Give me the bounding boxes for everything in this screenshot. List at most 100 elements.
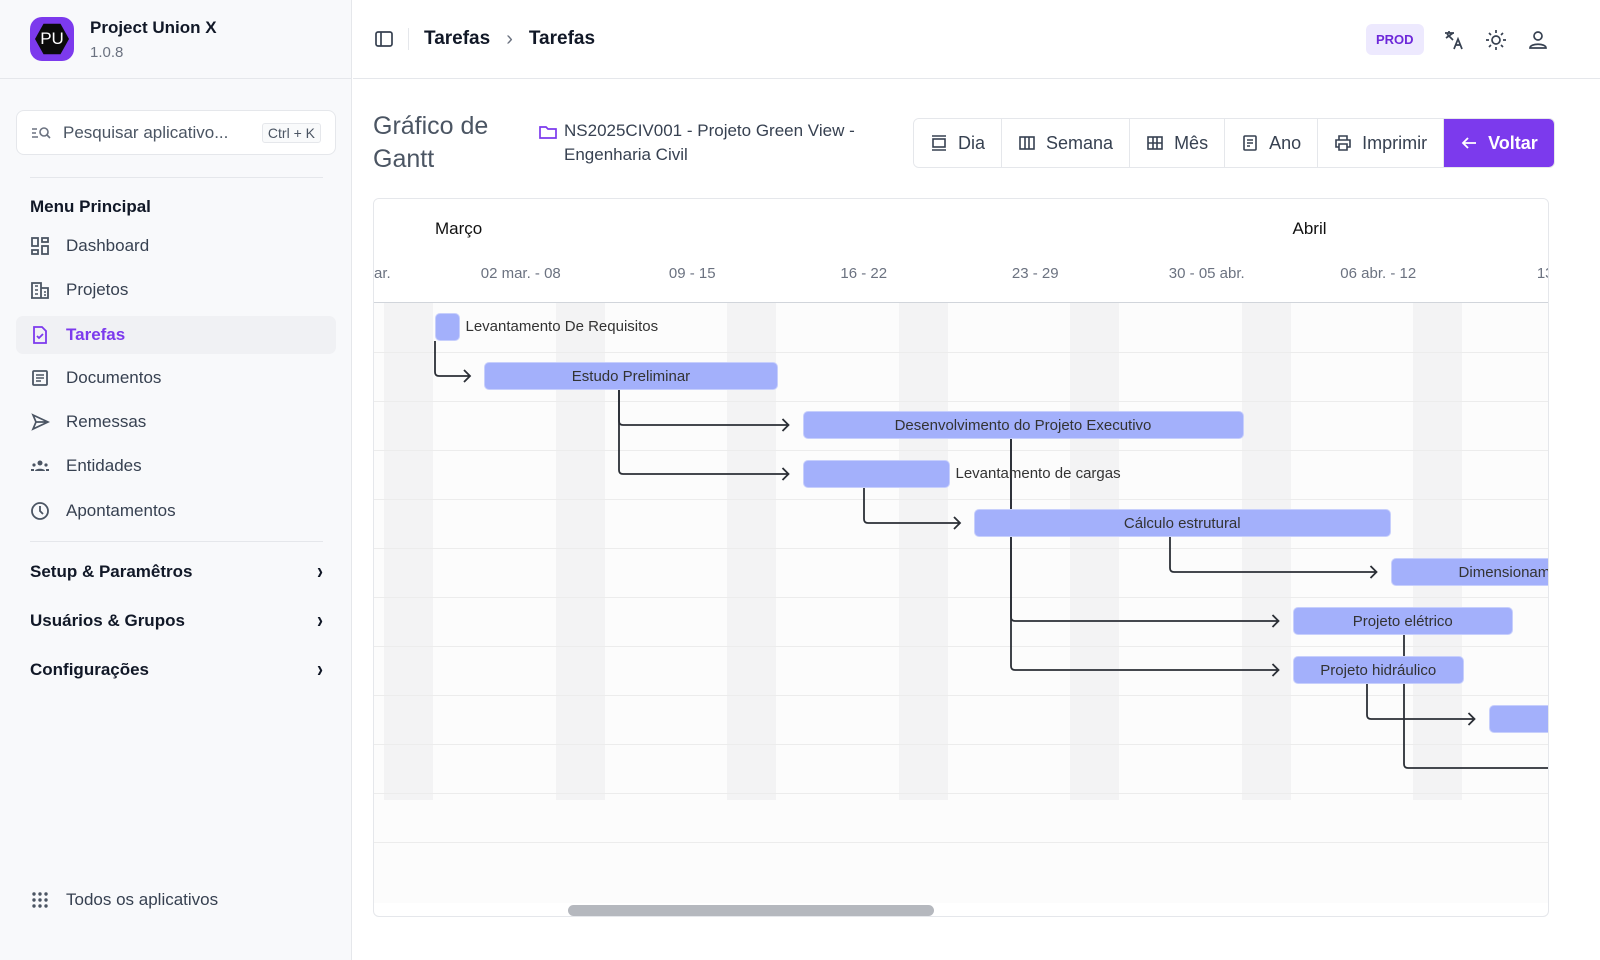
task-bar[interactable] [435,313,460,341]
sidebar-item-dashboard[interactable]: Dashboard [16,227,336,265]
month-label: Março [435,219,483,238]
all-apps-link[interactable]: Todos os aplicativos [30,890,218,910]
app-name: Project Union X [90,17,217,37]
project-name: NS2025CIV001 - Projeto Green View - Enge… [538,119,884,167]
search-shortcut: Ctrl + K [261,122,321,143]
group-setup[interactable]: Setup & Paramêtros › [30,557,323,584]
task-bar[interactable]: Desenvolvimento do Projeto Executivo [802,411,1244,439]
view-week-button[interactable]: Semana [1002,119,1131,167]
translate-icon[interactable] [1442,28,1466,52]
chevron-right-icon: › [317,655,323,682]
chevron-right-icon: › [317,606,323,633]
weekend-column [898,303,948,800]
dependency-arrow [1010,439,1280,677]
search-placeholder: Pesquisar aplicativo... [63,122,229,142]
brand: PU Project Union X 1.0.8 [0,0,351,79]
sidebar-item-remessas[interactable]: Remessas [16,403,336,441]
week-label: 23 - 29 [1011,265,1059,282]
row-divider [374,548,1548,549]
task-bar[interactable]: Cálculo estrutural [974,509,1391,537]
task-bar[interactable]: Dimensionamento d [1390,558,1548,586]
row-divider [374,597,1548,598]
dependency-arrow [434,341,472,383]
row-divider [374,352,1548,353]
arrow-left-icon [1461,137,1477,149]
gantt-chart: Março Abril ar. 02 mar. - 08 09 - 15 16 - 22 2… [373,198,1549,917]
weekend-column [384,303,433,800]
building-icon [31,282,49,299]
folder-icon [539,126,557,139]
gantt-body: Levantamento De Requisitos Estudo Prelimi… [374,303,1548,903]
task-bar[interactable]: Estudo Preliminar [484,362,778,390]
app-version: 1.0.8 [90,43,124,61]
dependency-links [434,341,1548,769]
menu-title: Menu Principal [30,197,151,216]
task-bar[interactable]: Projeto hidráulico [1292,656,1464,684]
sidebar: PU Project Union X 1.0.8 Pesquisar aplic… [0,0,352,960]
view-month-button[interactable]: Mês [1130,119,1226,167]
week-label: 13 - [1536,265,1548,282]
page-title: Gráfico de Gantt [373,112,489,173]
dependency-arrow [1169,537,1378,579]
sun-icon[interactable] [1484,28,1508,52]
week-label: 09 - 15 [668,265,716,282]
user-icon[interactable] [1526,28,1550,52]
chevron-right-icon: › [506,27,513,50]
top-header: Tarefas › Tarefas PROD [353,0,1600,79]
app-logo: PU [30,17,74,61]
send-icon [31,413,50,431]
task-bar[interactable] [1488,705,1548,733]
dependency-arrow [863,488,962,530]
task-bar[interactable]: Projeto elétrico [1292,607,1513,635]
gantt-timeline-header: Março Abril ar. 02 mar. - 08 09 - 15 16 - 22 2… [374,199,1548,303]
week-view-icon [1019,136,1035,150]
divider [30,177,323,178]
sidebar-item-tarefas[interactable]: Tarefas [16,316,336,354]
search-icon [32,126,51,139]
weekend-column [1070,303,1119,800]
month-label: Abril [1292,219,1327,238]
breadcrumb-item[interactable]: Tarefas [424,28,491,49]
week-label: ar. [374,265,391,282]
row-divider [374,499,1548,500]
sidebar-toggle-icon[interactable] [374,29,394,49]
chevron-right-icon: › [317,557,323,584]
sidebar-item-apontamentos[interactable]: Apontamentos [16,492,336,530]
row-divider [374,695,1548,696]
week-label: 02 mar. - 08 [480,265,561,282]
row-divider [374,842,1548,843]
week-label: 06 abr. - 12 [1340,265,1417,282]
sidebar-item-documentos[interactable]: Documentos [16,359,336,397]
back-button[interactable]: Voltar [1444,119,1554,167]
breadcrumb-current: Tarefas [528,28,596,49]
group-usuarios[interactable]: Usuários & Grupos › [30,606,323,633]
week-label: 30 - 05 abr. [1168,265,1245,282]
dashboard-icon [31,237,49,255]
divider [30,541,323,542]
row-divider [374,793,1548,794]
view-year-button[interactable]: Ano [1225,119,1319,167]
dependency-arrow [618,390,790,432]
horizontal-scrollbar[interactable] [568,905,934,916]
print-button[interactable]: Imprimir [1318,119,1445,167]
users-icon [31,460,49,471]
month-view-icon [1147,136,1163,150]
day-view-icon [932,135,946,151]
sidebar-item-projetos[interactable]: Projetos [16,271,336,309]
task-bar[interactable] [802,460,950,488]
search-input[interactable]: Pesquisar aplicativo... Ctrl + K [16,110,336,155]
row-divider [374,401,1548,402]
view-day-button[interactable]: Dia [914,119,1003,167]
dependency-arrow [618,390,790,481]
task-label: Levantamento de cargas [955,465,1121,482]
clock-icon [31,502,49,520]
document-icon [32,370,48,386]
sidebar-item-entidades[interactable]: Entidades [16,447,336,485]
group-configuracoes[interactable]: Configurações › [30,655,323,682]
year-view-icon [1243,135,1257,151]
file-check-icon [33,326,47,344]
view-toolbar: Dia Semana Mês Ano Imprimir Voltar [913,118,1555,168]
row-divider [374,744,1548,745]
task-label: Levantamento De Requisitos [465,318,659,335]
weekend-column [1413,303,1462,800]
